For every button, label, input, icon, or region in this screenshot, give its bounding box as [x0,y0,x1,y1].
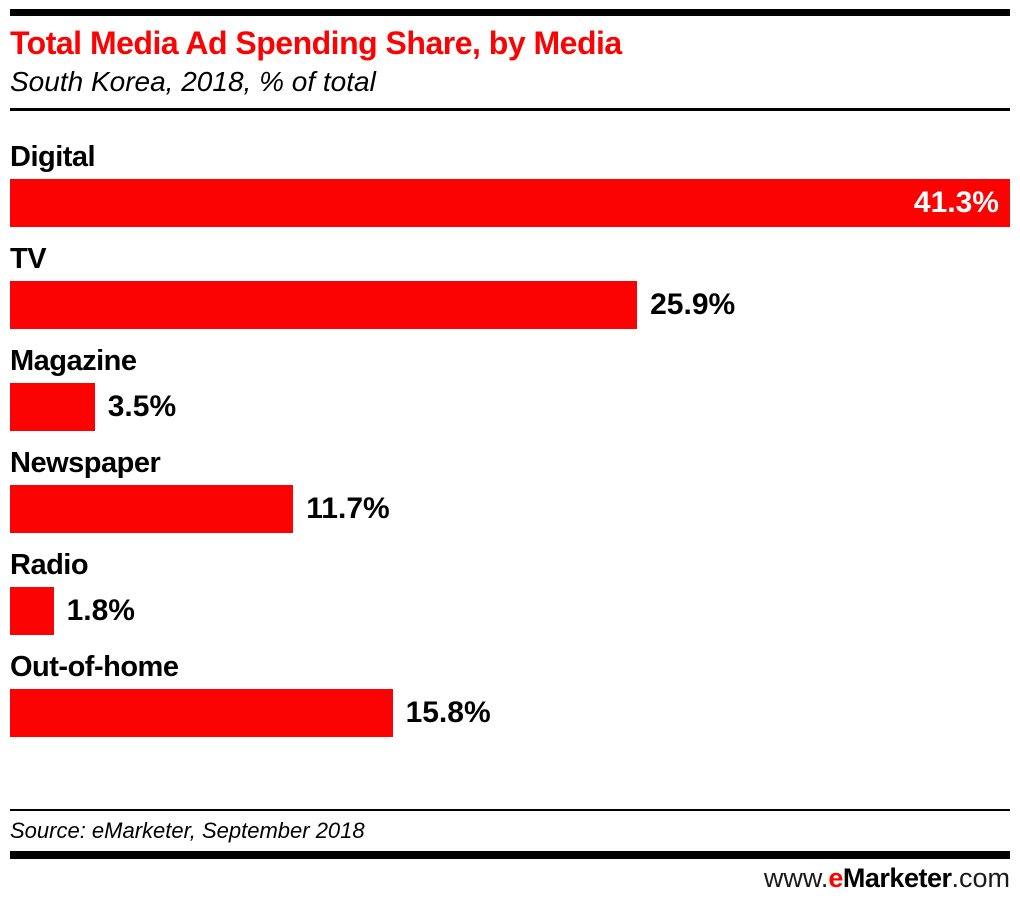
bar [10,383,95,431]
chart-title: Total Media Ad Spending Share, by Media [10,25,622,61]
top-black-bar [10,9,1010,16]
site-www: www. [763,863,829,893]
source-note: Source: eMarketer, September 2018 [10,818,365,843]
bar [10,281,638,329]
site-branding: www.eMarketer.com [10,864,1010,892]
footer-divider-thick [10,851,1010,859]
bar [10,485,294,533]
chart-row: 1.8% [10,587,1010,635]
chart-row: 3.5% [10,383,1010,431]
category-label: Digital [10,141,96,173]
category-label: Radio [10,549,89,581]
category-label: TV [10,243,47,275]
bar: 41.3% [10,179,1010,227]
value-label: 11.7% [306,492,390,525]
category-label: Newspaper [10,447,161,479]
chart-row: 11.7% [10,485,1010,533]
value-label: 25.9% [650,288,736,321]
site-com: .com [951,863,1010,893]
chart-row: 25.9% [10,281,1010,329]
footer-divider-thin [10,809,1010,811]
category-label: Magazine [10,345,137,377]
value-label: 1.8% [66,594,135,627]
site-e: e [828,863,843,893]
bar-chart: Digital 41.3% TV 25.9% Magazine 3.5% Newspaper… [10,143,1010,737]
value-label: 3.5% [107,390,177,423]
value-label: 15.8% [405,696,491,729]
bar [10,689,393,737]
category-label: Out-of-home [10,651,179,683]
chart-row: 15.8% [10,689,1010,737]
header-divider [10,108,1010,111]
site-marketer: Marketer [842,863,952,893]
chart-row: 41.3% [10,179,1010,227]
bar [10,587,54,635]
chart-subtitle: South Korea, 2018, % of total [10,66,376,97]
value-label: 41.3% [913,186,999,219]
